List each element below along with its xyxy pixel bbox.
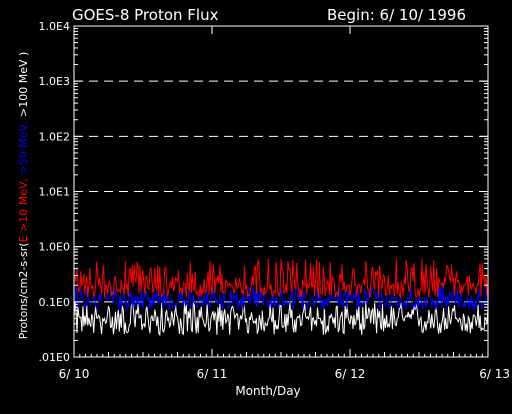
y-tick-label-3: 1.0E1 xyxy=(39,186,70,199)
x-tick-label-1: 6/ 11 xyxy=(197,367,228,381)
x-axis-label: Month/Day xyxy=(235,384,300,398)
y-tick-label-6: 1.0E4 xyxy=(39,20,70,33)
series-line-2 xyxy=(73,301,489,337)
begin-date-label: Begin: 6/ 10/ 1996 xyxy=(327,6,466,24)
y-axis-label-part-1: E >10 MeV, xyxy=(17,178,30,242)
x-tick-label-0: 6/ 10 xyxy=(59,367,90,381)
x-tick-label-3: 6/ 13 xyxy=(479,367,510,381)
y-tick-label-4: 1.0E2 xyxy=(39,130,70,143)
y-axis-label-part-2: >50 MeV, xyxy=(17,120,30,178)
y-tick-label-5: 1.0E3 xyxy=(39,75,70,88)
y-axis-label-text: Protons/cm2-s-sr(E >10 MeV, >50 MeV, >10… xyxy=(17,52,30,340)
y-ticks: .01E0 0.1E0 1.0E0 1.0E1 1.0E2 1.0E3 1.0E4 xyxy=(39,20,488,364)
y-axis-label-part-3: >100 MeV ) xyxy=(17,52,30,121)
series-line-0 xyxy=(73,258,489,299)
series-group xyxy=(73,258,489,337)
y-tick-label-1: 0.1E0 xyxy=(39,296,70,309)
x-tick-label-2: 6/ 12 xyxy=(335,367,366,381)
chart-title: GOES-8 Proton Flux xyxy=(72,6,219,24)
x-ticks: 6/ 10 6/ 11 6/ 12 6/ 13 xyxy=(59,26,510,381)
y-tick-label-0: .01E0 xyxy=(39,351,70,364)
y-axis-label: Protons/cm2-s-sr(E >10 MeV, >50 MeV, >10… xyxy=(17,52,30,340)
y-tick-label-2: 1.0E0 xyxy=(39,241,70,254)
y-axis-label-part-0: Protons/cm2-s-sr( xyxy=(17,242,30,339)
